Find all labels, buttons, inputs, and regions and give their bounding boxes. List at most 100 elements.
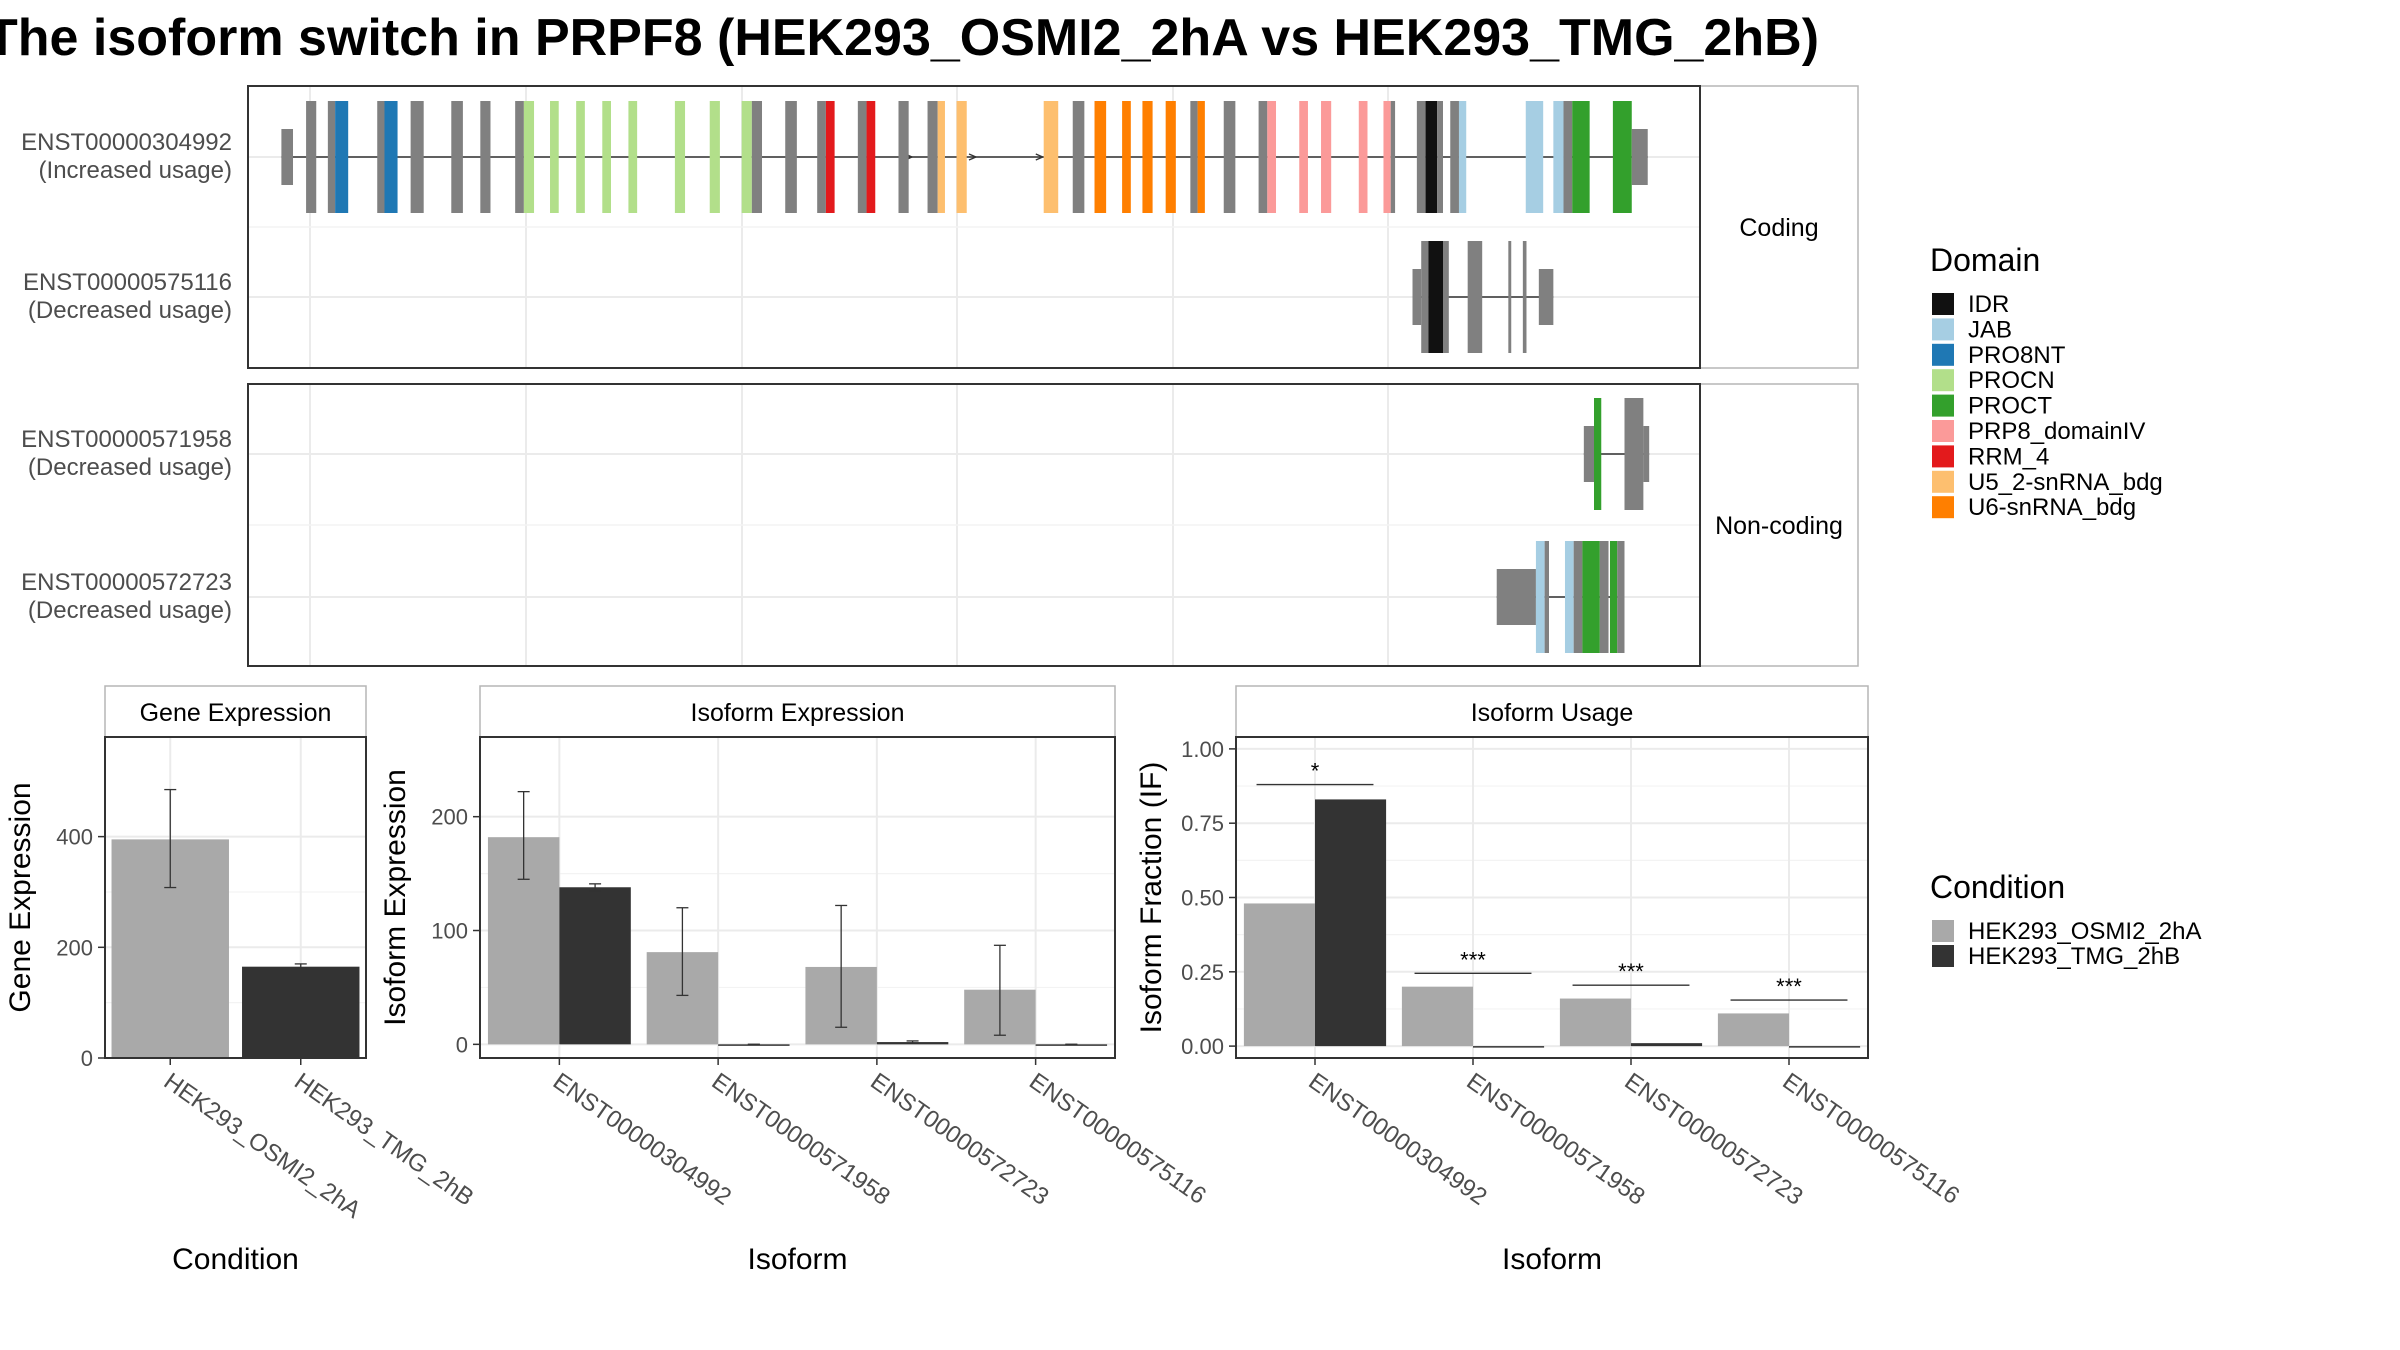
legend-domain-key	[1932, 496, 1954, 519]
y-axis-title: Gene Expression	[4, 782, 37, 1012]
bar	[1789, 1046, 1861, 1048]
legend-condition-label: HEK293_OSMI2_2hA	[1968, 918, 2201, 945]
exon	[866, 101, 876, 213]
exon	[927, 101, 938, 213]
exon	[1258, 101, 1268, 213]
y-axis-title: Isoform Fraction (IF)	[1135, 762, 1168, 1034]
legend-domain-key	[1932, 394, 1954, 417]
legend-domain-label: U5_2-snRNA_bdg	[1968, 469, 2163, 496]
legend-domain-label: PROCN	[1968, 367, 2055, 394]
chart-strip	[479, 685, 1116, 738]
exon	[377, 101, 385, 213]
legend-domain-label: PROCT	[1968, 393, 2052, 420]
exon	[1321, 101, 1332, 213]
chart-strip	[1235, 685, 1869, 738]
significance-label: ***	[1618, 959, 1644, 984]
exon	[741, 101, 752, 213]
exon	[817, 101, 826, 213]
exon	[1583, 426, 1595, 482]
exon	[1072, 101, 1085, 213]
exon	[937, 101, 945, 213]
exon	[1535, 541, 1545, 653]
exon	[1197, 101, 1205, 213]
exon	[1538, 269, 1554, 325]
exon	[1573, 541, 1583, 653]
exon	[1572, 101, 1590, 213]
transcript-usage-label: (Decreased usage)	[28, 297, 232, 324]
exon	[628, 101, 638, 213]
exon	[1094, 101, 1107, 213]
legend-domain-label: U6-snRNA_bdg	[1968, 494, 2136, 521]
bar	[1243, 903, 1315, 1047]
exon	[1165, 101, 1176, 213]
exon	[1412, 269, 1422, 325]
exon	[825, 101, 835, 213]
exon	[550, 101, 559, 213]
y-axis-title: Isoform Expression	[379, 769, 412, 1026]
y-tick-label: 200	[431, 805, 468, 830]
panel-strip	[1699, 383, 1859, 667]
y-tick-label: 0.50	[1181, 886, 1224, 911]
legend-condition-key	[1932, 945, 1954, 967]
exon	[1437, 101, 1443, 213]
exon	[1617, 541, 1625, 653]
exon	[480, 101, 491, 213]
legend-domain-key	[1932, 343, 1954, 366]
exon	[674, 101, 686, 213]
exon	[1564, 541, 1574, 653]
exon	[1458, 101, 1467, 213]
chart-title: Isoform Usage	[1471, 699, 1634, 727]
exon	[1383, 101, 1391, 213]
exon	[1631, 129, 1648, 185]
exon	[523, 101, 535, 213]
y-tick-label: 0	[81, 1046, 93, 1071]
exon	[1416, 101, 1426, 213]
bar	[1717, 1013, 1789, 1047]
plot-title: The isoform switch in PRPF8 (HEK293_OSMI…	[0, 9, 1820, 67]
legend-condition-label: HEK293_TMG_2hB	[1968, 943, 2180, 970]
exon	[335, 101, 349, 213]
exon	[1450, 101, 1459, 213]
chart-title: Isoform Expression	[691, 699, 905, 727]
exon	[1442, 241, 1449, 353]
y-tick-label: 0	[456, 1032, 468, 1057]
y-tick-label: 200	[56, 935, 93, 960]
legend-domain-label: PRP8_domainIV	[1968, 418, 2145, 445]
exon	[1582, 541, 1600, 653]
exon	[1421, 241, 1429, 353]
bar	[242, 966, 360, 1058]
exon	[1425, 101, 1438, 213]
exon	[1390, 101, 1396, 213]
exon	[1223, 101, 1236, 213]
legend-domain-key	[1932, 420, 1954, 442]
exon	[1190, 101, 1198, 213]
exon	[1553, 101, 1564, 213]
exon	[1358, 101, 1368, 213]
exon	[709, 101, 720, 213]
significance-label: *	[1311, 759, 1320, 784]
y-tick-label: 0.00	[1181, 1034, 1224, 1059]
exon	[1043, 101, 1059, 213]
bar	[1473, 1046, 1545, 1048]
x-axis-title: Isoform	[1502, 1243, 1602, 1276]
y-tick-label: 400	[56, 825, 93, 850]
exon	[785, 101, 797, 213]
transcript-usage-label: (Decreased usage)	[28, 597, 232, 624]
exon	[857, 101, 867, 213]
transcript-label: ENST00000572723	[21, 569, 232, 596]
legend-condition-key	[1932, 920, 1954, 942]
exon	[410, 101, 424, 213]
transcript-label: ENST00000575116	[23, 269, 232, 296]
bar	[1035, 1044, 1108, 1046]
exon	[1299, 101, 1308, 213]
legend-domain-key	[1932, 318, 1954, 341]
exon	[1142, 101, 1153, 213]
bar	[1315, 799, 1387, 1047]
y-tick-label: 1.00	[1181, 737, 1224, 762]
legend-domain-key	[1932, 445, 1954, 468]
exon	[1525, 101, 1544, 213]
exon	[1544, 541, 1549, 653]
exon	[1594, 398, 1602, 510]
exon	[956, 101, 967, 213]
transcript-label: ENST00000571958	[21, 426, 232, 453]
